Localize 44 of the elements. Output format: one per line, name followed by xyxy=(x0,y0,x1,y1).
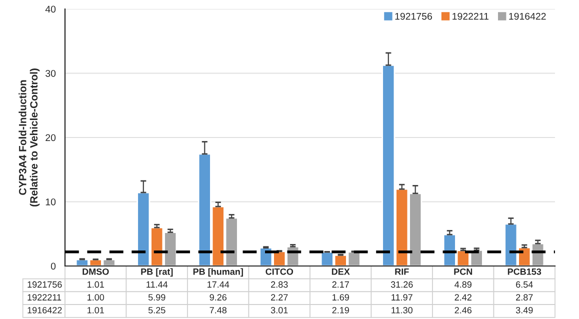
data-label: 11.44 xyxy=(146,281,168,288)
data-label: 11.97 xyxy=(392,294,412,301)
y-tick-label: 40 xyxy=(45,6,56,13)
text: 1922211 xyxy=(28,294,62,301)
data-label: 31.26 xyxy=(390,281,413,288)
data-label: 9.26 xyxy=(210,294,227,301)
data-label: 1.00 xyxy=(88,294,104,301)
y-axis-title: CYP3A4 Fold-Induction (Relative to Vehicle-Control) xyxy=(18,68,40,206)
data-label: 2.42 xyxy=(454,294,472,300)
data-label: 3.01 xyxy=(270,307,288,314)
data-label: 2.19 xyxy=(332,307,349,314)
x-tick-label: DEX xyxy=(332,268,350,275)
x-tick-label: DMSO xyxy=(82,268,109,275)
y-tick-label: 30 xyxy=(46,70,56,77)
data-label: 2.17 xyxy=(332,281,349,288)
data-label: 1.69 xyxy=(332,294,349,301)
data-label: 11.30 xyxy=(392,307,412,314)
data-label: 6.54 xyxy=(516,281,533,288)
x-tick-label: PCN xyxy=(454,268,472,275)
x-tick-label: PCB153 xyxy=(508,268,542,275)
data-label: 2.87 xyxy=(516,294,533,301)
data-label: 17.44 xyxy=(208,281,230,288)
legend-label: 1916422 xyxy=(509,12,546,20)
y-tick-label: 10 xyxy=(46,198,56,206)
data-label: 2.83 xyxy=(271,281,288,288)
x-tick-label: RIF xyxy=(395,268,409,275)
data-label: 4.89 xyxy=(454,281,472,288)
legend-label: 1922211 xyxy=(452,12,488,20)
data-label: 5.25 xyxy=(148,307,166,314)
legend-label: 1921756 xyxy=(395,12,432,20)
data-label: 2.27 xyxy=(271,294,288,300)
x-tick-label: PB [rat] xyxy=(141,268,173,277)
data-label: 2.46 xyxy=(454,307,472,314)
text: 1916422 xyxy=(28,307,62,314)
x-tick-label: CITCO xyxy=(266,268,294,275)
data-label: 5.99 xyxy=(148,294,166,301)
data-label: 1.01 xyxy=(88,307,104,314)
y-tick-label: 0 xyxy=(50,262,56,270)
data-label: 1.01 xyxy=(88,281,104,288)
y-tick-label: 20 xyxy=(46,134,56,142)
x-tick-label: PB [human] xyxy=(193,268,243,277)
data-label: 3.49 xyxy=(516,307,533,314)
text: 1921756 xyxy=(28,281,62,288)
data-label: 7.48 xyxy=(210,307,227,314)
